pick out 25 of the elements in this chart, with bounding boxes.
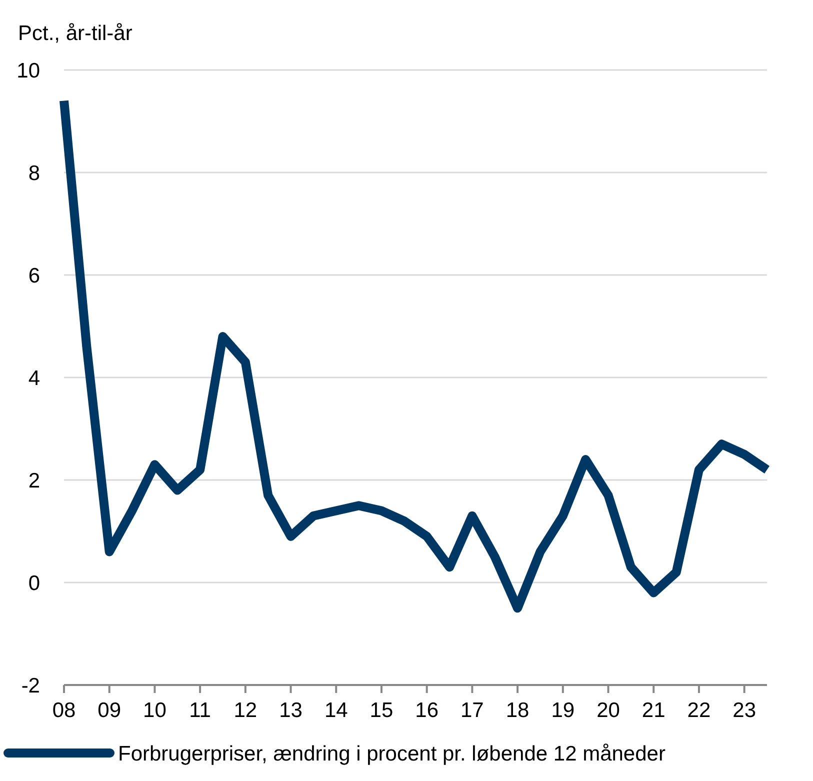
x-tick-label: 09 [98,699,122,722]
y-tick-label: 6 [28,264,40,288]
x-tick-label: 22 [687,699,711,722]
x-tick-label: 18 [506,699,530,722]
x-tick-label: 23 [732,699,756,722]
x-tick-label: 16 [415,699,439,722]
x-tick-label: 10 [143,699,166,722]
x-tick-label: 19 [551,699,575,722]
y-tick-label: -2 [21,674,40,698]
x-tick-label: 21 [642,699,666,722]
y-tick-label: 8 [28,162,40,185]
y-tick-label: 0 [28,572,40,595]
y-axis-title: Pct., år-til-år [18,22,132,45]
x-tick-label: 15 [370,699,394,722]
legend-label: Forbrugerpriser, ændring i procent pr. løbende 12 måneder [118,742,666,766]
x-tick-label: 13 [279,699,302,722]
y-tick-label: 10 [16,59,40,82]
y-tick-label: 4 [28,366,40,390]
y-tick-label: 2 [28,469,40,492]
x-tick-label: 20 [596,699,620,722]
x-tick-label: 14 [324,699,348,722]
x-tick-label: 17 [460,699,484,722]
x-tick-label: 08 [52,699,76,722]
x-tick-label: 12 [234,699,258,722]
x-tick-label: 11 [189,699,211,722]
